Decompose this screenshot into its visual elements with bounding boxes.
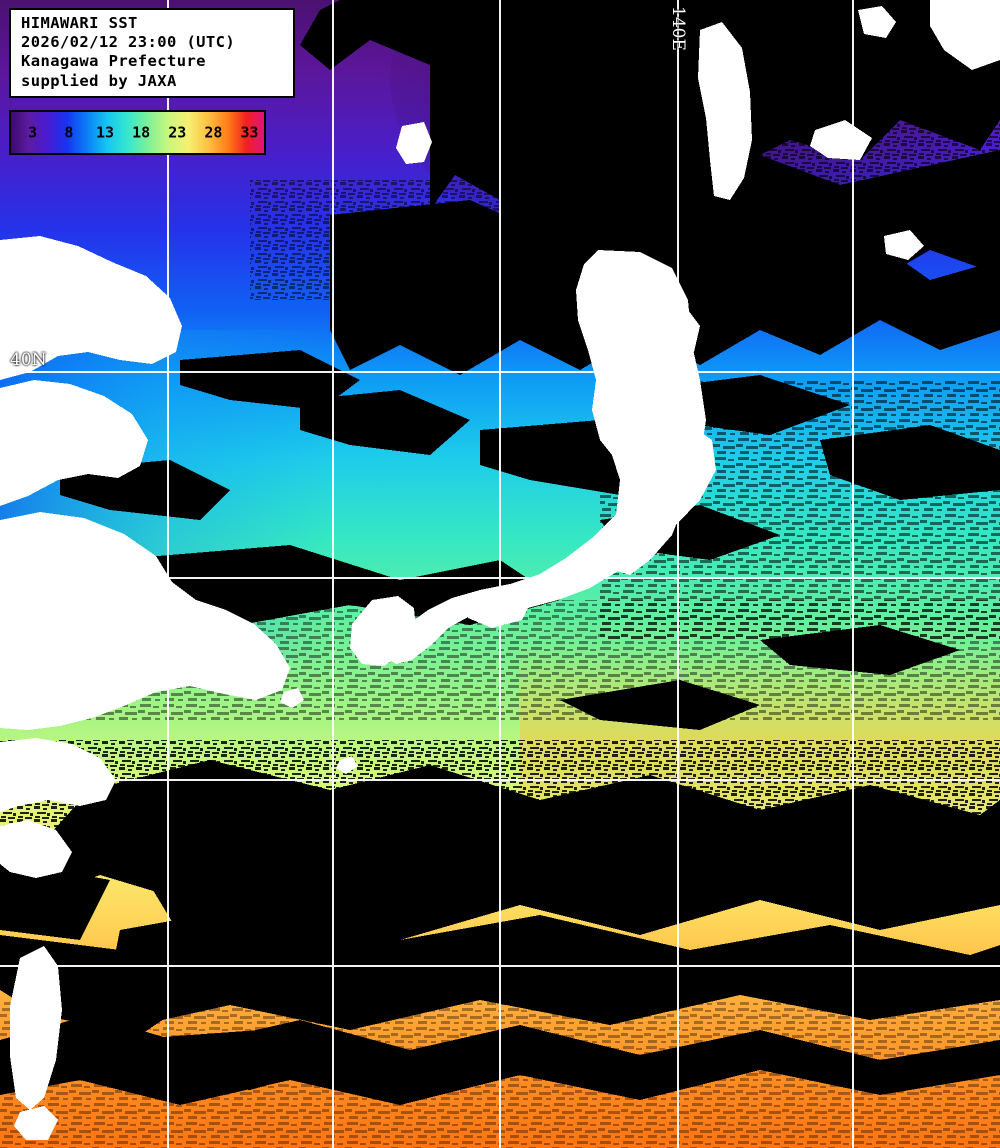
product-info-box: HIMAWARI SST 2026/02/12 23:00 (UTC) Kana…: [9, 8, 295, 98]
colorbar-gradient: [11, 112, 264, 153]
colorbar-tick-33: 33: [240, 123, 259, 141]
colorbar-tick-13: 13: [95, 123, 114, 141]
product-region: Kanagawa Prefecture: [21, 52, 206, 71]
colorbar-tick-labels: 3 8 13 18 23 28 33: [11, 112, 264, 153]
product-datetime: 2026/02/12 23:00 (UTC): [21, 33, 236, 52]
graticule-label-longitude: 140E: [668, 6, 688, 51]
graticule-label-latitude: 40N: [10, 350, 47, 370]
colorbar-tick-8: 8: [64, 123, 74, 141]
colorbar-tick-28: 28: [204, 123, 223, 141]
colorbar-tick-23: 23: [168, 123, 187, 141]
product-title: HIMAWARI SST: [21, 14, 138, 32]
colorbar-tick-18: 18: [132, 123, 151, 141]
colorbar-tick-3: 3: [28, 123, 38, 141]
product-credit: supplied by JAXA: [21, 71, 177, 90]
sst-colorbar[interactable]: 3 8 13 18 23 28 33: [9, 110, 266, 155]
